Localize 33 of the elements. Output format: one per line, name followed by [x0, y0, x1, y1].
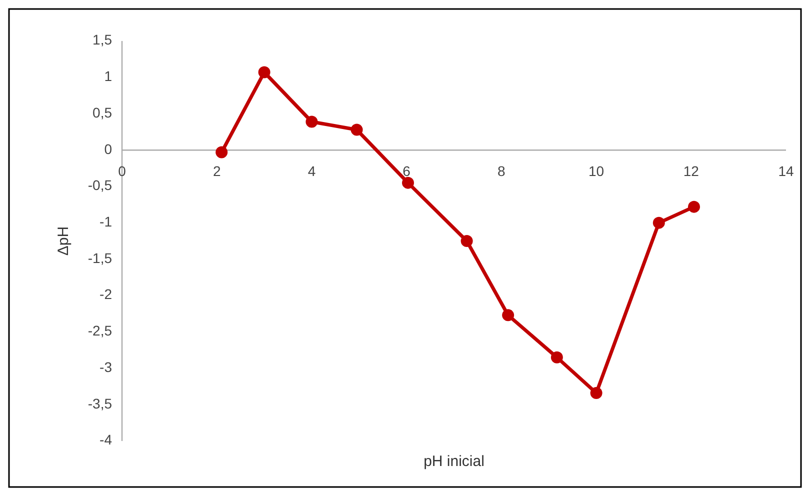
y-tick-label: -0,5: [88, 177, 112, 194]
point: [216, 146, 228, 158]
y-tick-label: -1,5: [88, 250, 112, 266]
point: [350, 124, 363, 136]
point: [652, 216, 665, 229]
point: [688, 200, 700, 213]
point: [402, 176, 414, 189]
x-axis-title: pH inicial: [424, 453, 484, 470]
y-axis-title: ΔpH: [55, 226, 72, 256]
y-tick-label: -3,5: [88, 395, 112, 412]
y-tick-label: 0,5: [92, 104, 112, 120]
x-tick-label: 12: [683, 163, 700, 180]
point: [590, 387, 602, 399]
y-tick-label: -1: [100, 214, 112, 230]
y-tick-label: 1: [104, 68, 112, 84]
y-tick-label: -4: [100, 432, 112, 448]
point: [460, 235, 473, 247]
y-tick-label: 0: [104, 140, 112, 157]
x-tick-label: 4: [308, 163, 316, 180]
y-tick-label: 1,5: [92, 32, 112, 48]
x-tick-label: 8: [498, 163, 506, 180]
point: [306, 116, 318, 128]
point: [502, 309, 514, 322]
x-tick-label: 14: [778, 163, 794, 180]
y-tick-label: -2: [100, 286, 112, 302]
point: [258, 66, 270, 78]
y-tick-label: -2,5: [88, 322, 112, 339]
x-tick-label: 10: [588, 163, 604, 180]
y-tick-label: -3: [100, 358, 112, 375]
x-tick-label: 6: [402, 163, 411, 180]
point: [550, 351, 563, 364]
x-tick-label: 0: [118, 163, 126, 180]
x-tick-label: 2: [212, 163, 221, 180]
